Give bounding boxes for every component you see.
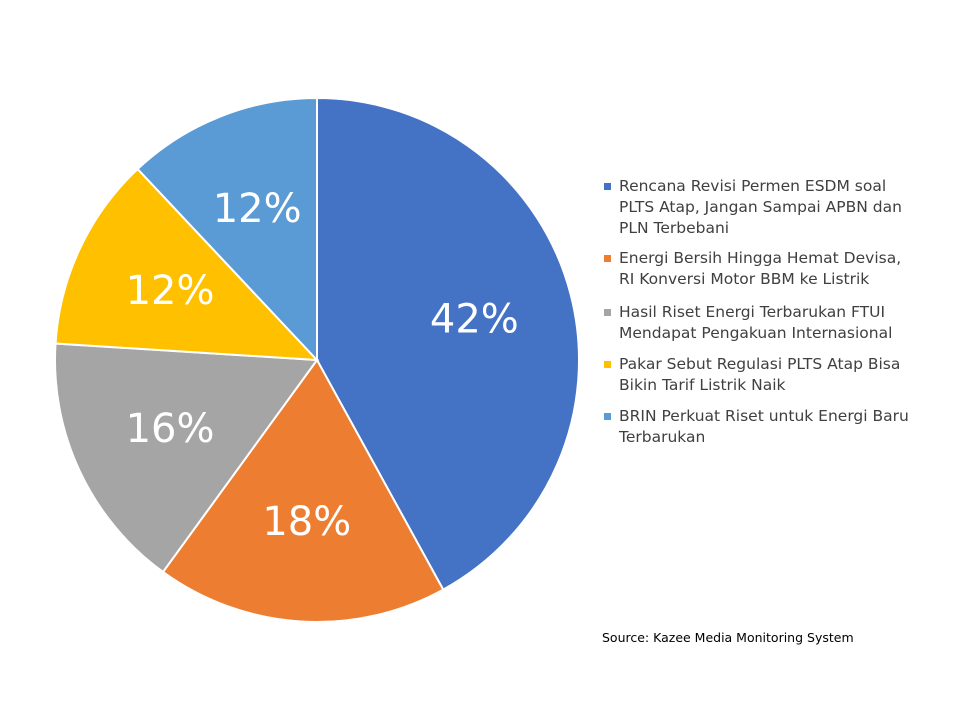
pie-slice-5 <box>136 96 318 363</box>
pie-slice-1 <box>316 96 580 591</box>
legend-label-4: Pakar Sebut Regulasi PLTS Atap Bisa Biki… <box>619 355 901 394</box>
legend-item-1: Rencana Revisi Permen ESDM soal PLTS Ata… <box>604 176 914 239</box>
legend-swatch-5 <box>604 413 611 420</box>
pie-slices <box>54 96 580 623</box>
legend-item-4: Pakar Sebut Regulasi PLTS Atap Bisa Biki… <box>604 354 914 396</box>
source-note: Source: Kazee Media Monitoring System <box>602 630 854 645</box>
legend-item-3: Hasil Riset Energi Terbarukan FTUI Menda… <box>604 302 914 344</box>
legend-swatch-1 <box>604 183 611 190</box>
legend-item-2: Energi Bersih Hingga Hemat Devisa, RI Ko… <box>604 248 914 290</box>
slice-value-label-5: 12% <box>213 186 302 232</box>
slice-value-label-4: 12% <box>126 268 215 314</box>
legend-swatch-4 <box>604 361 611 368</box>
slice-value-label-3: 16% <box>126 406 215 452</box>
pie-slice-3 <box>54 342 319 574</box>
legend-label-1: Rencana Revisi Permen ESDM soal PLTS Ata… <box>619 177 902 237</box>
legend-item-5: BRIN Perkuat Riset untuk Energi Baru Ter… <box>604 406 914 448</box>
pie-value-labels: 42% 18% 16% 12% 12% <box>126 186 519 545</box>
chart-legend: Rencana Revisi Permen ESDM soal PLTS Ata… <box>604 176 914 458</box>
slice-value-label-2: 18% <box>262 499 351 545</box>
legend-label-5: BRIN Perkuat Riset untuk Energi Baru Ter… <box>619 407 909 446</box>
legend-label-3: Hasil Riset Energi Terbarukan FTUI Menda… <box>619 303 893 342</box>
legend-swatch-3 <box>604 309 611 316</box>
legend-label-2: Energi Bersih Hingga Hemat Devisa, RI Ko… <box>619 249 902 288</box>
legend-swatch-2 <box>604 255 611 262</box>
pie-slice-4 <box>54 167 320 362</box>
slice-value-label-1: 42% <box>430 297 519 343</box>
pie-slice-2 <box>161 358 445 623</box>
